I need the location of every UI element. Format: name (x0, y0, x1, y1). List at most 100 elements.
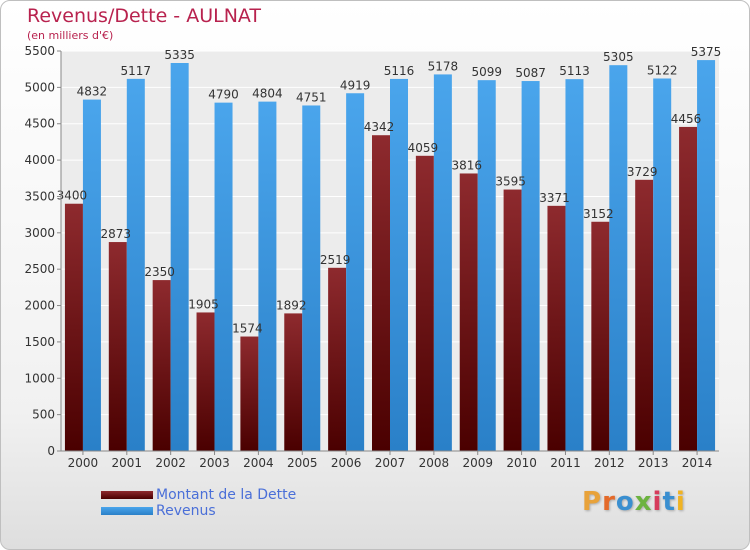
value-label-revenus-2005: 4751 (296, 90, 327, 104)
y-tick-label: 1000 (24, 371, 55, 385)
value-label-dette-2005: 1892 (276, 298, 307, 312)
x-tick-label-2008: 2008 (419, 456, 450, 470)
x-tick-label-2013: 2013 (638, 456, 669, 470)
value-label-revenus-2007: 5116 (384, 64, 415, 78)
bar-dette-2013 (635, 179, 654, 452)
logo-letter: t (662, 487, 676, 517)
bar-revenus-2013 (653, 78, 672, 451)
value-label-revenus-2000: 4832 (77, 85, 108, 99)
value-label-dette-2009: 3816 (451, 158, 482, 172)
value-label-dette-2012: 3152 (583, 207, 614, 221)
bar-revenus-2008 (433, 74, 452, 451)
x-tick-label-2011: 2011 (550, 456, 581, 470)
y-tick-label: 3000 (24, 226, 55, 240)
y-tick-label: 5000 (24, 80, 55, 94)
bar-revenus-2011 (565, 79, 584, 452)
bar-dette-2003 (196, 312, 215, 451)
proxiti-logo: Proxiti (582, 487, 686, 517)
bar-revenus-2012 (609, 65, 628, 451)
value-label-dette-2007: 4342 (364, 120, 395, 134)
value-label-revenus-2012: 5305 (603, 50, 634, 64)
bar-dette-2010 (503, 189, 522, 451)
bar-revenus-2007 (390, 78, 408, 451)
x-tick-label-2003: 2003 (199, 456, 230, 470)
legend-swatch-revenus (101, 507, 153, 515)
logo-letter: x (634, 487, 653, 517)
bar-dette-2005 (284, 313, 303, 451)
value-label-dette-2013: 3729 (627, 165, 658, 179)
logo-letter: r (602, 487, 616, 517)
bar-revenus-2014 (697, 60, 716, 451)
chart-subtitle: (en milliers d'€) (27, 29, 114, 42)
x-tick-label-2014: 2014 (682, 456, 713, 470)
value-label-dette-2003: 1905 (188, 297, 219, 311)
x-tick-label-2009: 2009 (462, 456, 493, 470)
y-tick-label: 4000 (24, 153, 55, 167)
bar-dette-2000 (64, 203, 83, 451)
bar-revenus-2010 (521, 81, 540, 451)
value-label-revenus-2004: 4804 (252, 87, 283, 101)
x-tick-label-2000: 2000 (68, 456, 99, 470)
bar-revenus-2001 (126, 78, 145, 451)
y-tick-label: 3500 (24, 189, 55, 203)
bar-dette-2002 (152, 280, 171, 451)
legend-label-revenus: Revenus (156, 503, 216, 519)
value-label-dette-2004: 1574 (232, 322, 263, 336)
x-tick-label-2006: 2006 (331, 456, 362, 470)
value-label-dette-2008: 4059 (408, 141, 439, 155)
bar-dette-2012 (591, 221, 610, 451)
logo-letter: P (582, 487, 603, 517)
bar-revenus-2005 (302, 105, 321, 452)
value-labels-layer: 3400 4832 2873 5117 2350 5335 1905 4790 1574 4804… (57, 45, 722, 335)
y-tick-label: 2500 (24, 262, 55, 276)
bar-revenus-2003 (214, 102, 233, 452)
bar-dette-2004 (240, 336, 259, 451)
value-label-dette-2014: 4456 (671, 112, 702, 126)
bar-dette-2011 (547, 205, 566, 451)
value-label-revenus-2013: 5122 (647, 63, 678, 77)
x-tick-label-2004: 2004 (243, 456, 274, 470)
legend-swatch-dette (101, 491, 153, 499)
x-tick-label-2007: 2007 (375, 456, 406, 470)
x-tick-label-2010: 2010 (506, 456, 537, 470)
logo-letter: o (615, 487, 635, 517)
bar-revenus-2009 (477, 80, 496, 451)
value-label-revenus-2011: 5113 (559, 64, 590, 78)
bar-dette-2007 (372, 135, 390, 451)
bar-dette-2008 (415, 155, 434, 452)
bar-dette-2009 (459, 173, 478, 452)
value-label-revenus-2014: 5375 (691, 45, 722, 59)
y-tick-label: 1500 (24, 335, 55, 349)
bar-revenus-2006 (346, 93, 365, 451)
value-label-revenus-2010: 5087 (515, 66, 546, 80)
bars-layer (64, 60, 716, 452)
value-label-dette-2011: 3371 (539, 191, 570, 205)
x-tick-label-2002: 2002 (155, 456, 186, 470)
value-label-revenus-2003: 4790 (208, 88, 239, 102)
value-label-dette-2002: 2350 (144, 265, 175, 279)
legend-label-dette: Montant de la Dette (156, 487, 297, 503)
logo-letter: i (675, 487, 686, 517)
logo-letter: i (652, 487, 663, 517)
value-label-revenus-2002: 5335 (164, 48, 195, 62)
value-label-dette-2000: 3400 (57, 189, 88, 203)
value-label-dette-2001: 2873 (101, 227, 132, 241)
x-tick-label-2005: 2005 (287, 456, 318, 470)
x-tick-label-2012: 2012 (594, 456, 625, 470)
y-tick-label: 0 (47, 444, 55, 458)
y-tick-label: 2000 (24, 299, 55, 313)
value-label-revenus-2006: 4919 (340, 78, 371, 92)
value-label-dette-2010: 3595 (495, 175, 526, 189)
x-tick-label-2001: 2001 (112, 456, 143, 470)
y-tick-label: 500 (32, 408, 55, 422)
y-tick-label: 5500 (24, 44, 55, 58)
value-label-revenus-2009: 5099 (471, 65, 502, 79)
y-tick-label: 4500 (24, 117, 55, 131)
bar-dette-2014 (679, 126, 698, 451)
bar-revenus-2002 (170, 63, 189, 451)
bar-revenus-2004 (258, 101, 277, 452)
value-label-revenus-2008: 5178 (428, 59, 459, 73)
axis-layer: 0 500 1000 1500 2000 2500 3000 3500 4000 4500 5000… (24, 44, 719, 470)
